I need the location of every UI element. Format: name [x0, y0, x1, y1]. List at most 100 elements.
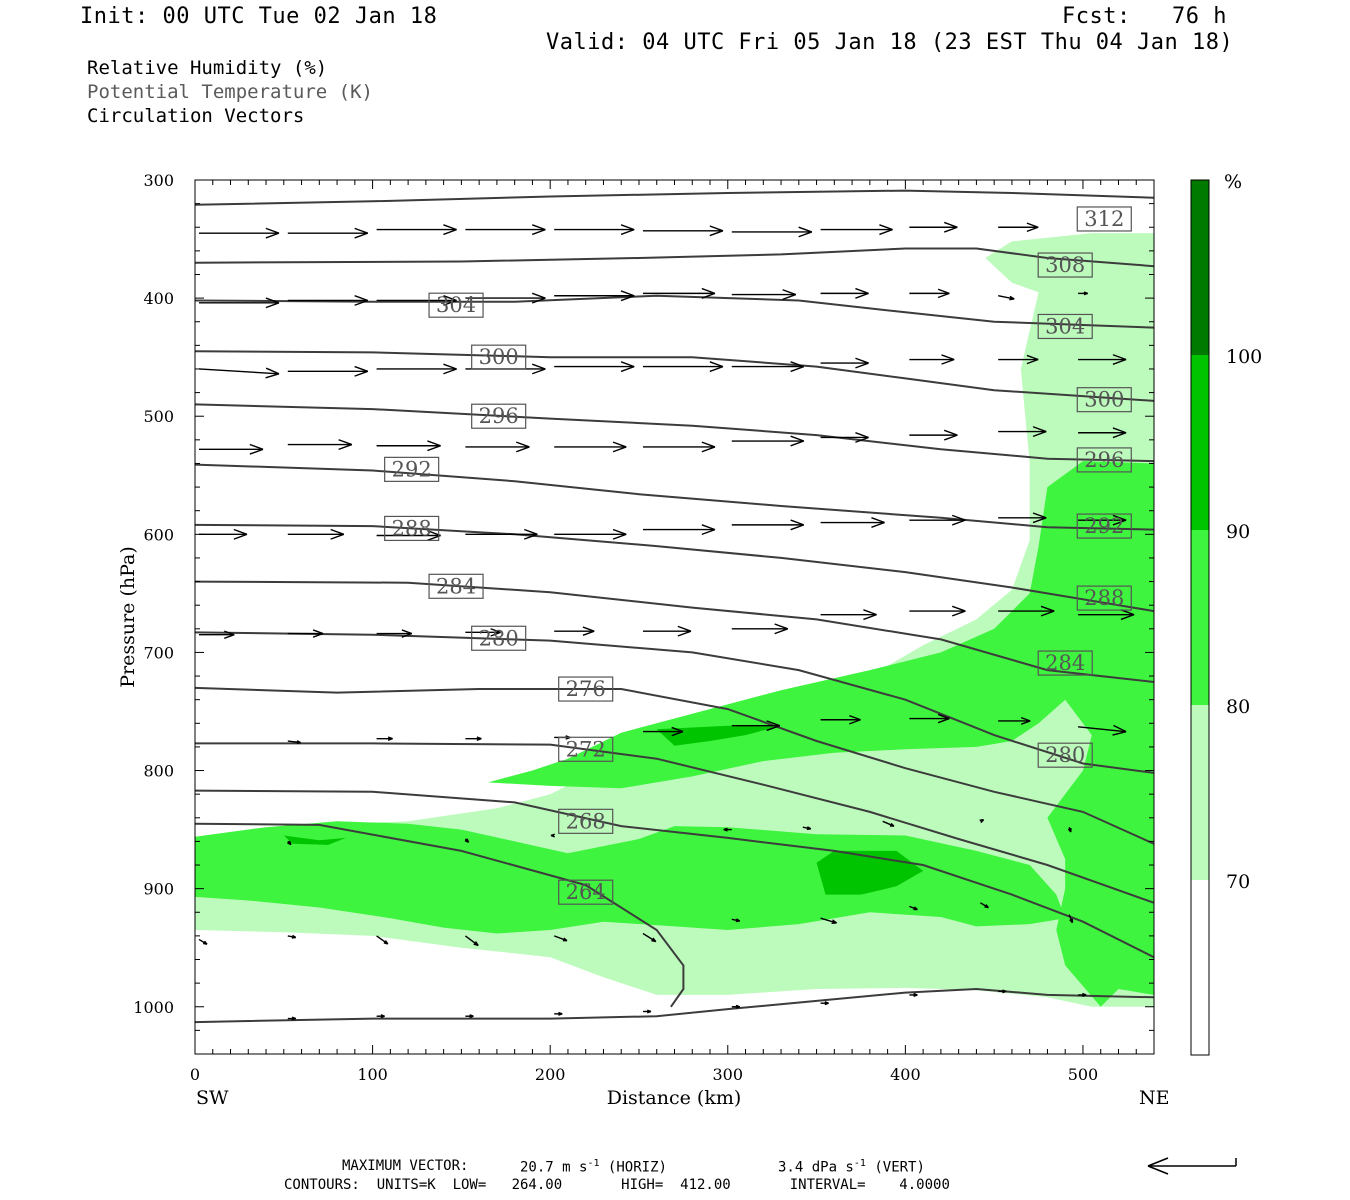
circulation-vector — [979, 819, 985, 824]
svg-text:276: 276 — [566, 677, 606, 701]
contour-label-284: 284 — [428, 573, 484, 599]
circulation-vector — [287, 740, 301, 745]
circulation-vector — [998, 512, 1047, 524]
circulation-vector — [464, 838, 470, 843]
circulation-vector — [465, 224, 546, 236]
circulation-vector — [998, 354, 1039, 365]
svg-text:300: 300 — [1084, 388, 1124, 412]
legend-vectors: Circulation Vectors — [87, 105, 305, 127]
max-vector-label: MAXIMUM VECTOR: — [342, 1158, 469, 1174]
valid-time: Valid: 04 UTC Fri 05 Jan 18 (23 EST Thu … — [546, 30, 1234, 55]
legend-theta: Potential Temperature (K) — [87, 81, 373, 103]
rh-region-90 — [656, 725, 782, 746]
circulation-vector — [642, 361, 724, 373]
circulation-vector — [376, 935, 389, 945]
contour-label-304: 304 — [1037, 313, 1093, 340]
circulation-vector — [820, 714, 861, 725]
circulation-vector — [731, 918, 741, 923]
circulation-vector — [998, 295, 1015, 301]
circulation-vector — [731, 361, 805, 373]
svg-text:308: 308 — [1045, 253, 1085, 277]
rh-region-80 — [488, 461, 1154, 1007]
circulation-vector — [287, 227, 369, 239]
circulation-vector — [1068, 914, 1074, 924]
circulation-vector — [731, 435, 805, 447]
theta-contour-292 — [195, 463, 1154, 531]
theta-contour-268 — [195, 789, 1154, 959]
circulation-vector — [1078, 514, 1127, 526]
circulation-vector — [554, 528, 627, 540]
rh-region-70 — [195, 233, 1154, 1007]
theta-contour-surface — [195, 987, 1154, 1024]
circulation-vector — [465, 292, 546, 304]
circulation-vector — [465, 441, 530, 453]
circulation-vector — [642, 932, 657, 943]
svg-text:292: 292 — [1084, 514, 1124, 538]
y-tick-label: 300 — [143, 171, 174, 190]
circulation-vector — [909, 288, 950, 299]
circulation-vector — [820, 517, 885, 528]
circulation-vector — [199, 297, 280, 309]
y-axis-label: Pressure (hPa) — [117, 546, 139, 688]
circulation-vector — [554, 1011, 563, 1016]
contour-label-288: 288 — [384, 515, 440, 542]
x-tick-label: 300 — [713, 1065, 744, 1084]
circulation-vector — [287, 934, 297, 939]
svg-text:296: 296 — [479, 404, 519, 428]
svg-text:304: 304 — [436, 293, 476, 317]
circulation-vector — [820, 357, 869, 369]
contour-label-292: 292 — [384, 456, 440, 482]
legend-rh: Relative Humidity (%) — [87, 57, 328, 79]
theta-contour-264 — [195, 822, 685, 1008]
circulation-vector — [820, 1001, 829, 1006]
contour-label-284: 284 — [1037, 650, 1093, 676]
forecast-hour: Fcst: 76 h — [1062, 4, 1227, 29]
circulation-vector — [642, 287, 716, 299]
svg-text:284: 284 — [1045, 651, 1085, 675]
circulation-vector — [909, 905, 918, 911]
circulation-vector — [376, 295, 457, 306]
circulation-vector — [199, 630, 235, 639]
contour-label-280: 280 — [1037, 742, 1093, 768]
max-vector-vert: 3.4 dPa s-1 (VERT) — [778, 1158, 925, 1176]
y-tick-label: 800 — [143, 762, 174, 781]
circulation-vector — [199, 528, 248, 540]
x-axis-label: Distance (km) — [607, 1087, 742, 1109]
colorbar-unit: % — [1224, 171, 1242, 193]
y-tick-label: 400 — [143, 289, 174, 308]
x-tick-label: 400 — [890, 1065, 921, 1084]
contour-info: CONTOURS: UNITS=K LOW= 264.00 HIGH= 412.… — [284, 1177, 950, 1193]
circulation-vector — [465, 736, 482, 741]
rh-colorbar: % 70 80 90 100 — [1190, 171, 1262, 1056]
circulation-vector — [909, 354, 955, 365]
circulation-vector — [909, 713, 950, 724]
circulation-vector — [731, 1004, 741, 1009]
contour-label-304: 304 — [428, 292, 484, 318]
circulation-vector — [820, 917, 837, 924]
theta-contour-300 — [195, 350, 1154, 402]
circulation-vector — [1078, 427, 1127, 439]
circulation-vector — [376, 440, 441, 452]
rh-region-90 — [816, 850, 924, 895]
y-tick-label: 500 — [143, 407, 174, 426]
max-vert-value: 3.4 dPa s — [778, 1159, 854, 1176]
circulation-vector — [909, 514, 966, 526]
y-tick-label: 900 — [143, 880, 174, 899]
circulation-vector — [820, 224, 893, 236]
svg-text:288: 288 — [392, 516, 432, 540]
colorbar-tick-100: 100 — [1226, 346, 1262, 368]
circulation-vector — [642, 225, 724, 237]
init-time: Init: 00 UTC Tue 02 Jan 18 — [80, 4, 438, 29]
x-tick-label: 100 — [357, 1065, 388, 1084]
colorbar-tick-90: 90 — [1226, 521, 1250, 543]
circulation-vector — [554, 441, 627, 453]
circulation-vector — [909, 992, 918, 997]
colorbar-tick-70: 70 — [1226, 871, 1250, 893]
colorbar-tick-80: 80 — [1226, 696, 1250, 718]
circulation-vector — [731, 226, 813, 238]
rh-region-90 — [283, 835, 346, 845]
circulation-vector — [376, 629, 413, 638]
contour-label-300: 300 — [1076, 387, 1132, 413]
colorbar-band-70 — [1191, 705, 1209, 880]
